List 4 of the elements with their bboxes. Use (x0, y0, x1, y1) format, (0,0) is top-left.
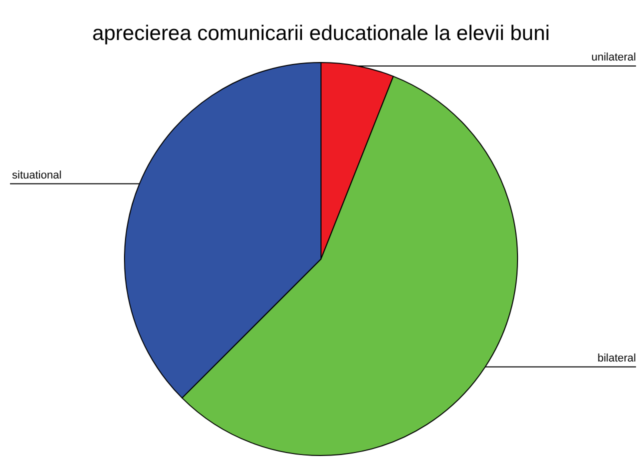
slice-label: bilateral (597, 352, 636, 364)
slice-label: unilateral (591, 52, 636, 64)
chart-title: aprecierea comunicarii educationale la elevii buni (91, 22, 551, 46)
slice-label: situational (12, 169, 62, 182)
